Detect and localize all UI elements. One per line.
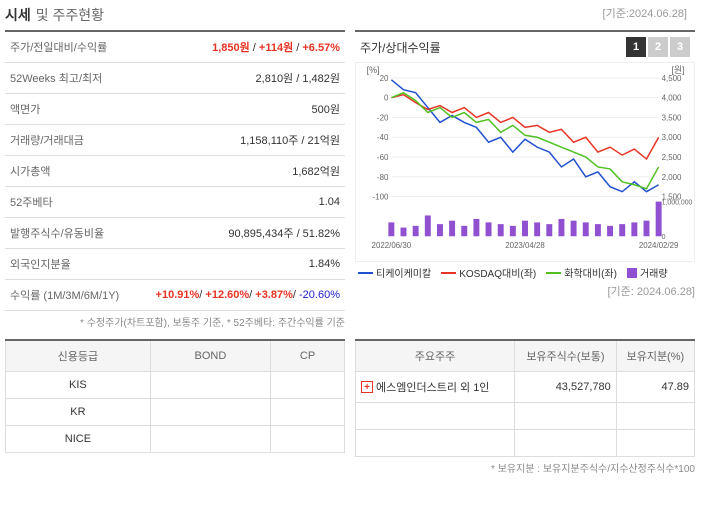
stock-label: 시가총액 — [5, 156, 141, 187]
tab-3[interactable]: 3 — [670, 37, 690, 57]
stock-value: 1.04 — [141, 187, 345, 218]
expand-icon[interactable]: + — [361, 381, 373, 393]
stock-label: 52주베타 — [5, 187, 141, 218]
rating-agency: KIS — [6, 372, 151, 399]
stock-label: 수익률 (1M/3M/6M/1Y) — [5, 280, 141, 311]
svg-text:2022/06/30: 2022/06/30 — [372, 241, 412, 250]
rating-header: CP — [271, 340, 345, 372]
shareholder-header: 보유지분(%) — [616, 340, 694, 372]
legend-item: 거래량 — [627, 265, 668, 280]
shareholder-shares: 43,527,780 — [515, 372, 617, 403]
svg-text:2,500: 2,500 — [662, 153, 682, 162]
svg-text:-80: -80 — [377, 173, 389, 182]
rating-value — [271, 426, 345, 453]
rating-value — [271, 372, 345, 399]
svg-text:2,000: 2,000 — [662, 173, 682, 182]
shareholder-table: 주요주주보유주식수(보통)보유지분(%) +에스엠인더스트리 외 1인43,52… — [355, 339, 695, 457]
svg-text:-20: -20 — [377, 113, 389, 122]
shareholder-name: 에스엠인더스트리 외 1인 — [376, 379, 489, 395]
svg-text:[%]: [%] — [367, 65, 380, 75]
rating-value — [150, 426, 270, 453]
credit-rating-table: 신용등급BONDCP KISKRNICE — [5, 339, 345, 453]
shareholder-footnote: * 보유지분 : 보유지분주식수/지수산정주식수*100 — [355, 460, 695, 475]
shareholder-header: 보유주식수(보통) — [515, 340, 617, 372]
chart-area: [%][원]200-20-40-60-80-1004,5004,0003,500… — [355, 62, 695, 262]
rating-value — [150, 399, 270, 426]
stock-value: 1,158,110주 / 21억원 — [141, 125, 345, 156]
stock-label: 액면가 — [5, 94, 141, 125]
chart-legend: 티케이케미칼 KOSDAQ대비(좌) 화학대비(좌) 거래량 — [355, 262, 695, 283]
chart-tabs: 1 2 3 — [626, 37, 690, 57]
legend-item: 티케이케미칼 — [358, 265, 431, 280]
stock-value: 500원 — [141, 94, 345, 125]
stock-label: 발행주식수/유동비율 — [5, 218, 141, 249]
legend-item: 화학대비(좌) — [546, 265, 617, 280]
stock-info-table: 주가/전일대비/수익률1,850원 / +114원 / +6.57%52Week… — [5, 30, 345, 311]
empty-cell — [616, 430, 694, 457]
svg-text:-60: -60 — [377, 153, 389, 162]
chart-date-ref: [기준: 2024.06.28] — [355, 283, 695, 299]
svg-text:20: 20 — [380, 74, 389, 83]
rating-agency: KR — [6, 399, 151, 426]
rating-header: 신용등급 — [6, 340, 151, 372]
legend-item: KOSDAQ대비(좌) — [441, 265, 536, 280]
empty-cell — [515, 403, 617, 430]
rating-value — [271, 399, 345, 426]
stock-value: 1,850원 / +114원 / +6.57% — [141, 31, 345, 63]
stock-label: 52Weeks 최고/최저 — [5, 63, 141, 94]
stock-footnote: * 수정주가(차트포함), 보통주 기준, * 52주베타: 주간수익률 기준 — [5, 314, 345, 329]
empty-cell — [356, 430, 515, 457]
svg-text:0: 0 — [384, 94, 389, 103]
chart-title: 주가/상대수익률 — [360, 39, 441, 56]
empty-cell — [356, 403, 515, 430]
stock-value: 2,810원 / 1,482원 — [141, 63, 345, 94]
shareholder-percent: 47.89 — [616, 372, 694, 403]
tab-1[interactable]: 1 — [626, 37, 646, 57]
stock-value: +10.91%/ +12.60%/ +3.87%/ -20.60% — [141, 280, 345, 311]
rating-agency: NICE — [6, 426, 151, 453]
svg-text:3,000: 3,000 — [662, 133, 682, 142]
page-title-bold: 시세 — [5, 5, 31, 25]
svg-text:2024/02/29: 2024/02/29 — [639, 241, 679, 250]
stock-value: 1.84% — [141, 249, 345, 280]
stock-label: 거래량/거래대금 — [5, 125, 141, 156]
svg-text:4,500: 4,500 — [662, 74, 682, 83]
svg-text:3,500: 3,500 — [662, 113, 682, 122]
svg-text:-100: -100 — [373, 193, 389, 202]
svg-text:2023/04/28: 2023/04/28 — [505, 241, 545, 250]
stock-label: 외국인지분율 — [5, 249, 141, 280]
svg-text:-40: -40 — [377, 133, 389, 142]
rating-header: BOND — [150, 340, 270, 372]
empty-cell — [616, 403, 694, 430]
shareholder-header: 주요주주 — [356, 340, 515, 372]
tab-2[interactable]: 2 — [648, 37, 668, 57]
rating-value — [150, 372, 270, 399]
date-reference: [기준:2024.06.28] — [603, 5, 697, 25]
svg-text:4,000: 4,000 — [662, 94, 682, 103]
svg-text:1,000,000: 1,000,000 — [662, 200, 693, 207]
page-title-normal: 및 주주현황 — [36, 5, 104, 25]
shareholder-name-cell[interactable]: +에스엠인더스트리 외 1인 — [356, 372, 515, 403]
stock-value: 90,895,434주 / 51.82% — [141, 218, 345, 249]
empty-cell — [515, 430, 617, 457]
stock-label: 주가/전일대비/수익률 — [5, 31, 141, 63]
stock-value: 1,682억원 — [141, 156, 345, 187]
